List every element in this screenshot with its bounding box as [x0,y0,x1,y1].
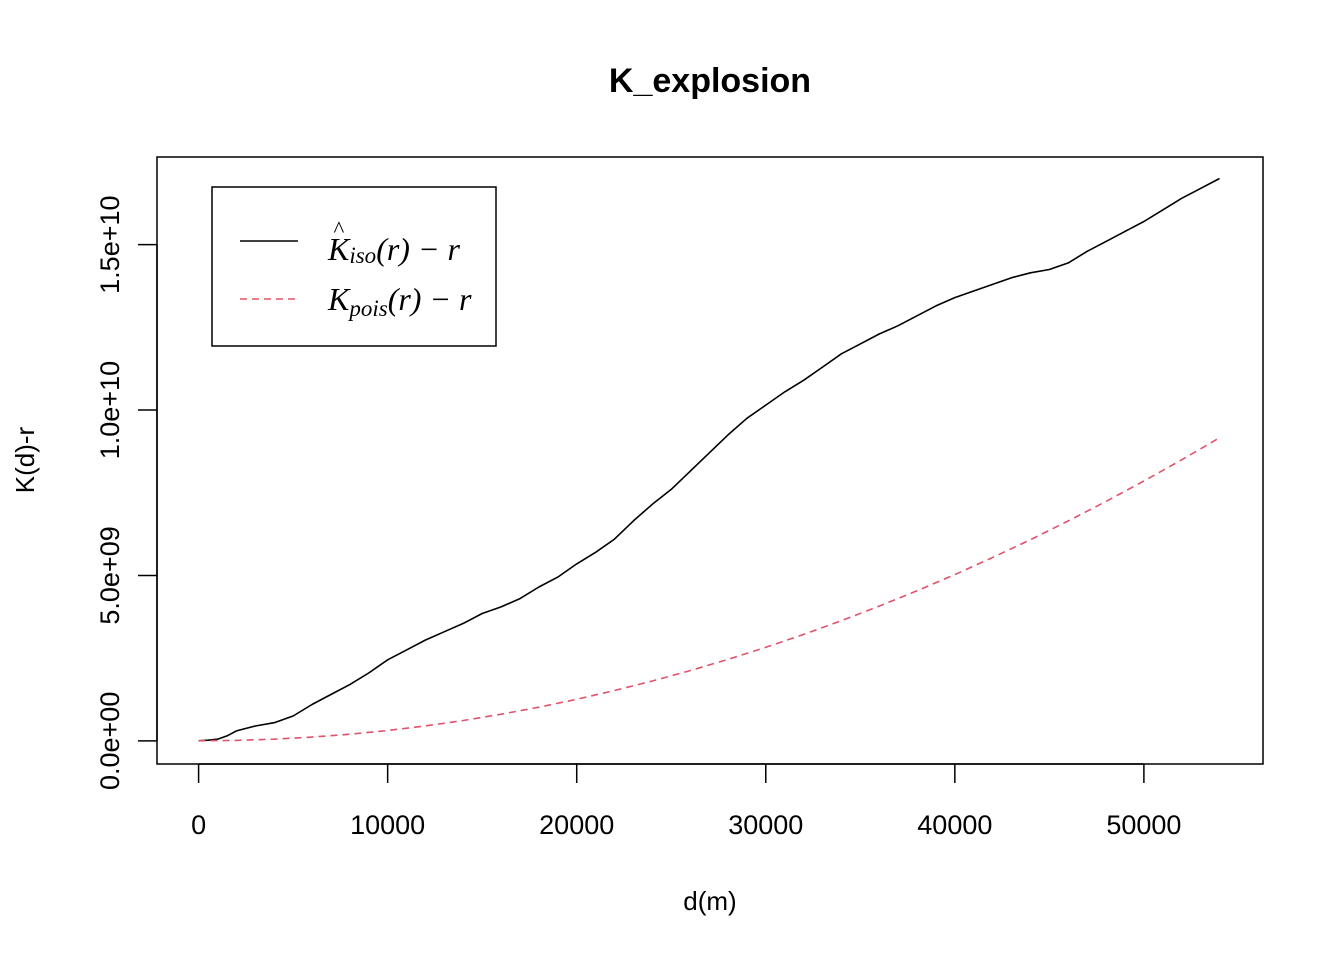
legend-box [211,186,497,347]
chart-title: K_explosion [609,62,811,100]
x-axis: 0 10000 20000 30000 40000 50000 [191,763,1181,840]
y-tick-label: 0.0e+00 [95,692,125,790]
x-tick-label: 30000 [728,810,803,840]
y-tick-label: 5.0e+09 [95,526,125,624]
y-axis: 0.0e+00 5.0e+09 1.0e+10 1.5e+10 [95,195,158,790]
legend-entry-iso: Kiso(r) − r [327,231,461,268]
series-line-iso [198,177,1220,742]
x-axis-label: d(m) [683,886,736,916]
x-tick-label: 40000 [917,810,992,840]
x-tick-label: 10000 [350,810,425,840]
x-tick-label: 0 [191,810,206,840]
series-line-pois [198,437,1220,742]
x-tick-label: 20000 [539,810,614,840]
series-layer [198,177,1220,742]
legend-entry-pois: Kpois(r) − r [327,281,472,321]
y-axis-label: K(d)-r [10,426,40,493]
y-tick-label: 1.5e+10 [95,195,125,293]
y-tick-label: 1.0e+10 [95,361,125,459]
x-tick-label: 50000 [1106,810,1181,840]
legend: Kiso(r) − r ^ Kpois(r) − r [211,186,497,347]
legend-hat-iso: ^ [333,217,344,242]
